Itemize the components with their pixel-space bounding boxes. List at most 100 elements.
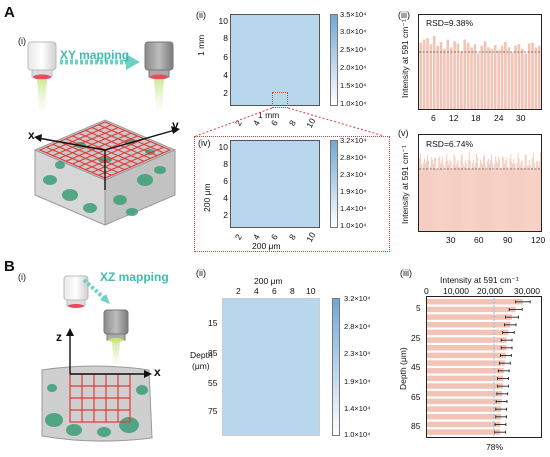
a-v-bar xyxy=(502,156,504,231)
a-iii-bar xyxy=(453,41,456,109)
a-v-bar xyxy=(528,159,530,231)
a-iv-cb-tick: 3.2×10⁴ xyxy=(340,136,367,145)
a-iv-cb-tick: 1.9×10⁴ xyxy=(340,187,367,196)
b-iii-ytick: 45 xyxy=(411,362,421,372)
a-v-bar xyxy=(478,166,480,231)
a-v-bar xyxy=(530,167,532,231)
a-v-bar xyxy=(436,168,438,231)
b-ii-xtick: 8 xyxy=(290,286,295,296)
a-ii-cb-tick: 3.5×10⁴ xyxy=(340,10,367,19)
a-iii-xtick: 6 xyxy=(431,113,436,123)
panel-b-ii-label: (ii) xyxy=(196,268,206,278)
b-ii-xtick: 10 xyxy=(306,286,316,296)
b-iii-bar xyxy=(427,375,503,382)
a-iii-bar xyxy=(531,42,534,110)
xz-mapping-title: XZ mapping xyxy=(100,270,169,284)
a-v-bar xyxy=(465,163,467,231)
b-iii-ylabel: Depth (μm) xyxy=(398,347,408,390)
a-v-bar xyxy=(495,156,497,231)
panel-a-iii-label: (iii) xyxy=(398,10,410,20)
a-ii-yticks: 10 8 6 4 2 xyxy=(216,14,228,106)
xy-axis-y-label: y xyxy=(172,118,179,132)
a-v-bar xyxy=(509,159,511,231)
a-iii-bar xyxy=(446,39,450,109)
b-ii-colorbar xyxy=(332,298,340,436)
b-iii-xtick: 30,000 xyxy=(514,286,540,296)
b-iii-bar xyxy=(427,383,503,389)
zoom-connector-lines xyxy=(195,107,385,137)
a-v-xtick: 30 xyxy=(446,235,456,245)
a-iii-xtick: 18 xyxy=(471,113,481,123)
a-v-bar xyxy=(500,170,502,231)
b-iii-ytick: 65 xyxy=(411,392,421,402)
heatmap-b-ii xyxy=(222,298,320,436)
a-ii-ytick: 6 xyxy=(223,52,228,62)
a-v-bar xyxy=(514,163,516,231)
b-ii-ytick: 15 xyxy=(208,318,218,328)
xz-axis-z-label: z xyxy=(56,330,62,344)
a-v-bar xyxy=(520,161,522,231)
a-ii-ytick: 10 xyxy=(218,16,228,26)
b-ii-cb-tick: 1.9×10⁴ xyxy=(344,377,371,386)
a-iii-ylabel: Intensity at 591 cm⁻¹ xyxy=(400,19,410,98)
b-iii-bar xyxy=(427,398,502,405)
a-v-bar xyxy=(494,164,496,231)
a-v-bar xyxy=(448,164,450,231)
a-iv-xlabel: 200 μm xyxy=(252,241,281,251)
xz-axis-x-label: x xyxy=(154,365,161,379)
a-v-bar xyxy=(422,170,423,231)
xy-axis-x-label: x xyxy=(28,128,35,142)
a-iv-yticks: 10 8 6 4 2 xyxy=(216,140,228,228)
a-iii-bar xyxy=(436,45,439,109)
panel-b-i-label: (i) xyxy=(18,272,26,282)
a-iii-bar xyxy=(477,53,480,109)
a-v-bar xyxy=(489,164,490,231)
a-iii-bar xyxy=(493,45,497,109)
a-ii-colorbar xyxy=(330,14,338,106)
a-v-bar xyxy=(523,166,525,231)
a-v-bar xyxy=(483,156,484,231)
b-iii-bar xyxy=(427,314,513,320)
a-iv-ytick: 6 xyxy=(223,176,228,186)
a-v-bar xyxy=(463,166,465,231)
a-v-bar xyxy=(434,157,436,231)
a-v-bar xyxy=(525,155,527,231)
a-v-bar xyxy=(490,160,491,231)
a-v-bar xyxy=(492,162,494,231)
a-v-bar xyxy=(454,156,456,231)
b-ii-cb-tick: 2.8×10⁴ xyxy=(344,322,371,331)
a-v-bar xyxy=(507,167,509,231)
a-v-bar xyxy=(497,163,499,231)
a-iii-bar xyxy=(456,43,460,109)
a-v-ylabel: Intensity at 591 cm⁻¹ xyxy=(400,145,410,224)
a-iii-xtick: 24 xyxy=(494,113,504,123)
a-iii-bar xyxy=(514,45,517,109)
a-v-xtick: 60 xyxy=(474,235,484,245)
a-v-bar xyxy=(438,158,440,231)
a-v-bar xyxy=(491,154,492,231)
a-v-bar xyxy=(437,169,439,231)
b-iii-bar xyxy=(427,406,502,412)
a-v-bar xyxy=(435,157,437,231)
a-v-bar xyxy=(511,162,513,231)
a-ii-cb-tick: 2.5×10⁴ xyxy=(340,45,367,54)
xy-mapping-illustration xyxy=(27,41,180,226)
a-v-bar xyxy=(425,163,426,231)
b-iii-xtick: 20,000 xyxy=(477,286,503,296)
a-v-bar xyxy=(428,160,429,231)
b-ii-ylabel-1: Depth xyxy=(190,350,213,360)
a-iii-bar xyxy=(443,48,446,109)
a-ii-ytick: 2 xyxy=(223,88,228,98)
a-v-bar xyxy=(427,154,428,231)
a-v-bar xyxy=(496,161,498,231)
xz-mapping-illustration xyxy=(41,275,153,442)
a-v-xtick: 120 xyxy=(531,235,546,245)
b-iii-bar-chart xyxy=(426,296,542,438)
a-v-bar xyxy=(471,163,473,231)
a-v-bar xyxy=(474,163,476,231)
a-iii-bar xyxy=(538,45,541,109)
a-iii-bar xyxy=(426,38,429,110)
a-v-bar xyxy=(517,153,519,231)
b-ii-colorbar-ticks: 3.2×10⁴ 2.8×10⁴ 2.3×10⁴ 1.9×10⁴ 1.4×10⁴ … xyxy=(344,294,386,440)
a-v-bar xyxy=(504,163,506,231)
